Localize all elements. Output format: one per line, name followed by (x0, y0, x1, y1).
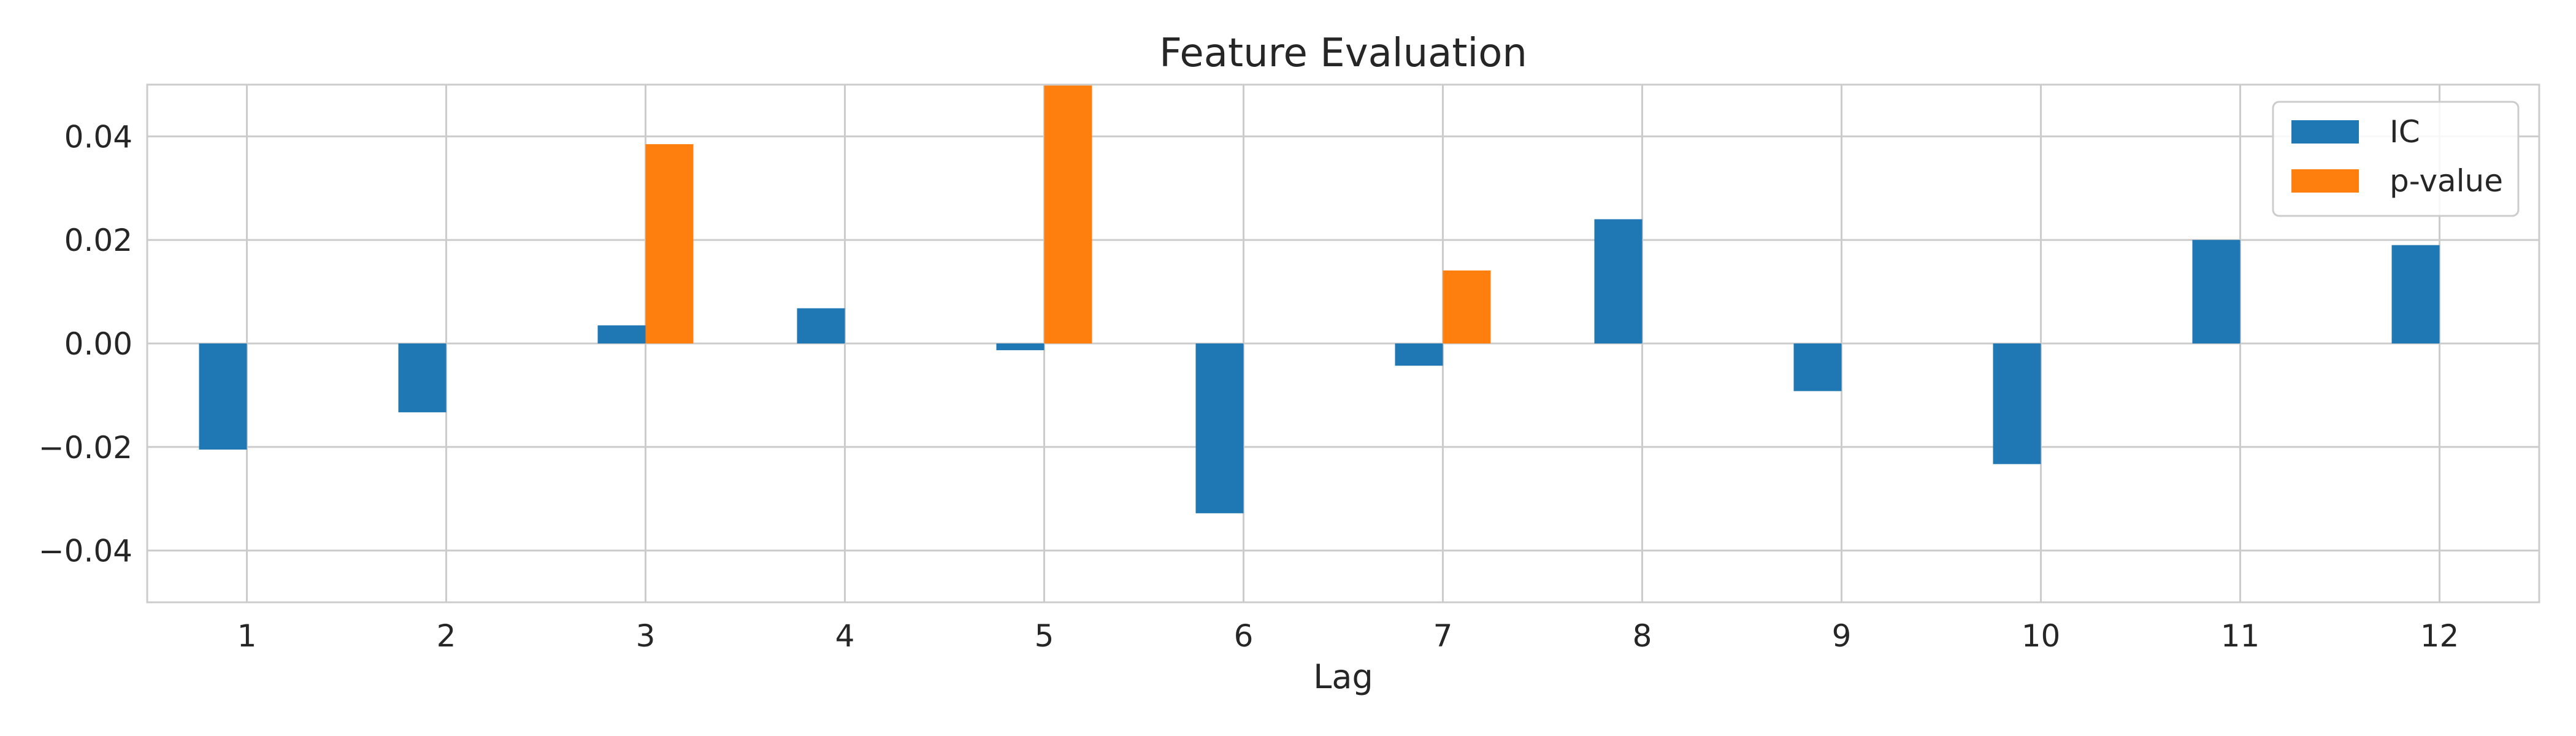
bar-ic-12 (2391, 245, 2440, 343)
bar-ic-5 (996, 343, 1045, 350)
legend-label-p-value: p-value (2390, 163, 2503, 199)
bar-ic-1 (199, 343, 247, 450)
y-tick-label: −0.02 (39, 430, 132, 466)
x-tick-label: 2 (437, 618, 456, 654)
x-tick-label: 10 (2022, 618, 2061, 654)
bar-ic-7 (1395, 343, 1443, 366)
bar-ic-4 (797, 308, 845, 343)
legend-swatch-ic (2291, 120, 2359, 144)
x-tick-label: 6 (1234, 618, 1254, 654)
bar-ic-3 (597, 325, 646, 343)
y-tick-label: −0.04 (39, 534, 132, 569)
y-tick-label: 0.04 (64, 119, 132, 155)
grid (147, 85, 2539, 602)
y-tick-label: 0.00 (64, 326, 132, 362)
bars (199, 85, 2440, 513)
bar-ic-6 (1195, 343, 1244, 513)
x-tick-label: 3 (636, 618, 656, 654)
bar-ic-8 (1594, 219, 1643, 343)
bar-ic-11 (2192, 240, 2241, 343)
plot-frame (146, 83, 2540, 604)
bar-ic-10 (1993, 343, 2041, 464)
x-tick-label: 1 (237, 618, 257, 654)
x-tick-label: 12 (2420, 618, 2459, 654)
legend-swatch-p-value (2291, 169, 2359, 193)
y-axis-ticks: −0.04 −0.02 0.00 0.02 0.04 (39, 119, 132, 569)
bar-ic-9 (1793, 343, 1842, 391)
bar-ic-2 (398, 343, 447, 413)
bar-p-value-3 (645, 144, 694, 343)
chart-title: Feature Evaluation (1159, 31, 1527, 76)
x-axis-label: Lag (1313, 657, 1373, 696)
x-axis-ticks: 1 2 3 4 5 6 7 8 9 10 11 12 (237, 618, 2459, 654)
x-tick-label: 7 (1433, 618, 1453, 654)
bar-p-value-5 (1044, 85, 1092, 343)
x-tick-label: 4 (835, 618, 855, 654)
x-tick-label: 9 (1832, 618, 1852, 654)
x-tick-label: 8 (1633, 618, 1652, 654)
y-tick-label: 0.02 (64, 223, 132, 258)
x-tick-label: 11 (2221, 618, 2260, 654)
x-tick-label: 5 (1035, 618, 1054, 654)
bar-p-value-7 (1443, 270, 1491, 343)
legend-label-ic: IC (2390, 114, 2420, 150)
legend: IC p-value (2272, 101, 2520, 217)
